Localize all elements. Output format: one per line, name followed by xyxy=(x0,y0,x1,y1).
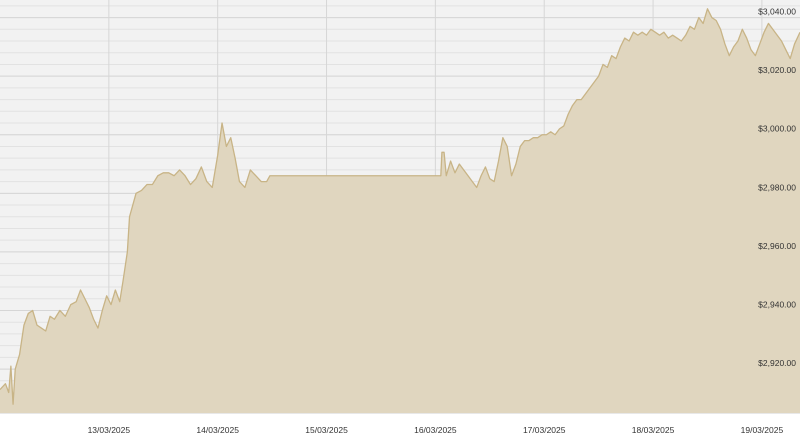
y-tick-label: $3,000.00 xyxy=(758,124,796,134)
y-tick-label: $3,020.00 xyxy=(758,65,796,75)
x-tick-label: 13/03/2025 xyxy=(88,425,131,435)
x-axis: 13/03/2025 14/03/2025 15/03/2025 16/03/2025… xyxy=(88,425,784,435)
x-tick-label: 14/03/2025 xyxy=(196,425,239,435)
y-tick-label: $3,040.00 xyxy=(758,7,796,17)
y-tick-label: $2,980.00 xyxy=(758,182,796,192)
y-tick-label: $2,920.00 xyxy=(758,358,796,368)
price-line xyxy=(0,8,800,405)
price-area xyxy=(0,8,800,413)
x-tick-label: 19/03/2025 xyxy=(741,425,784,435)
x-tick-label: 16/03/2025 xyxy=(414,425,457,435)
x-tick-label: 15/03/2025 xyxy=(305,425,348,435)
y-tick-label: $2,960.00 xyxy=(758,241,796,251)
y-axis: $2,920.00 $2,940.00 $2,960.00 $2,980.00 $3,0… xyxy=(758,7,796,368)
x-tick-label: 17/03/2025 xyxy=(523,425,566,435)
y-tick-label: $2,940.00 xyxy=(758,299,796,309)
x-tick-label: 18/03/2025 xyxy=(632,425,675,435)
